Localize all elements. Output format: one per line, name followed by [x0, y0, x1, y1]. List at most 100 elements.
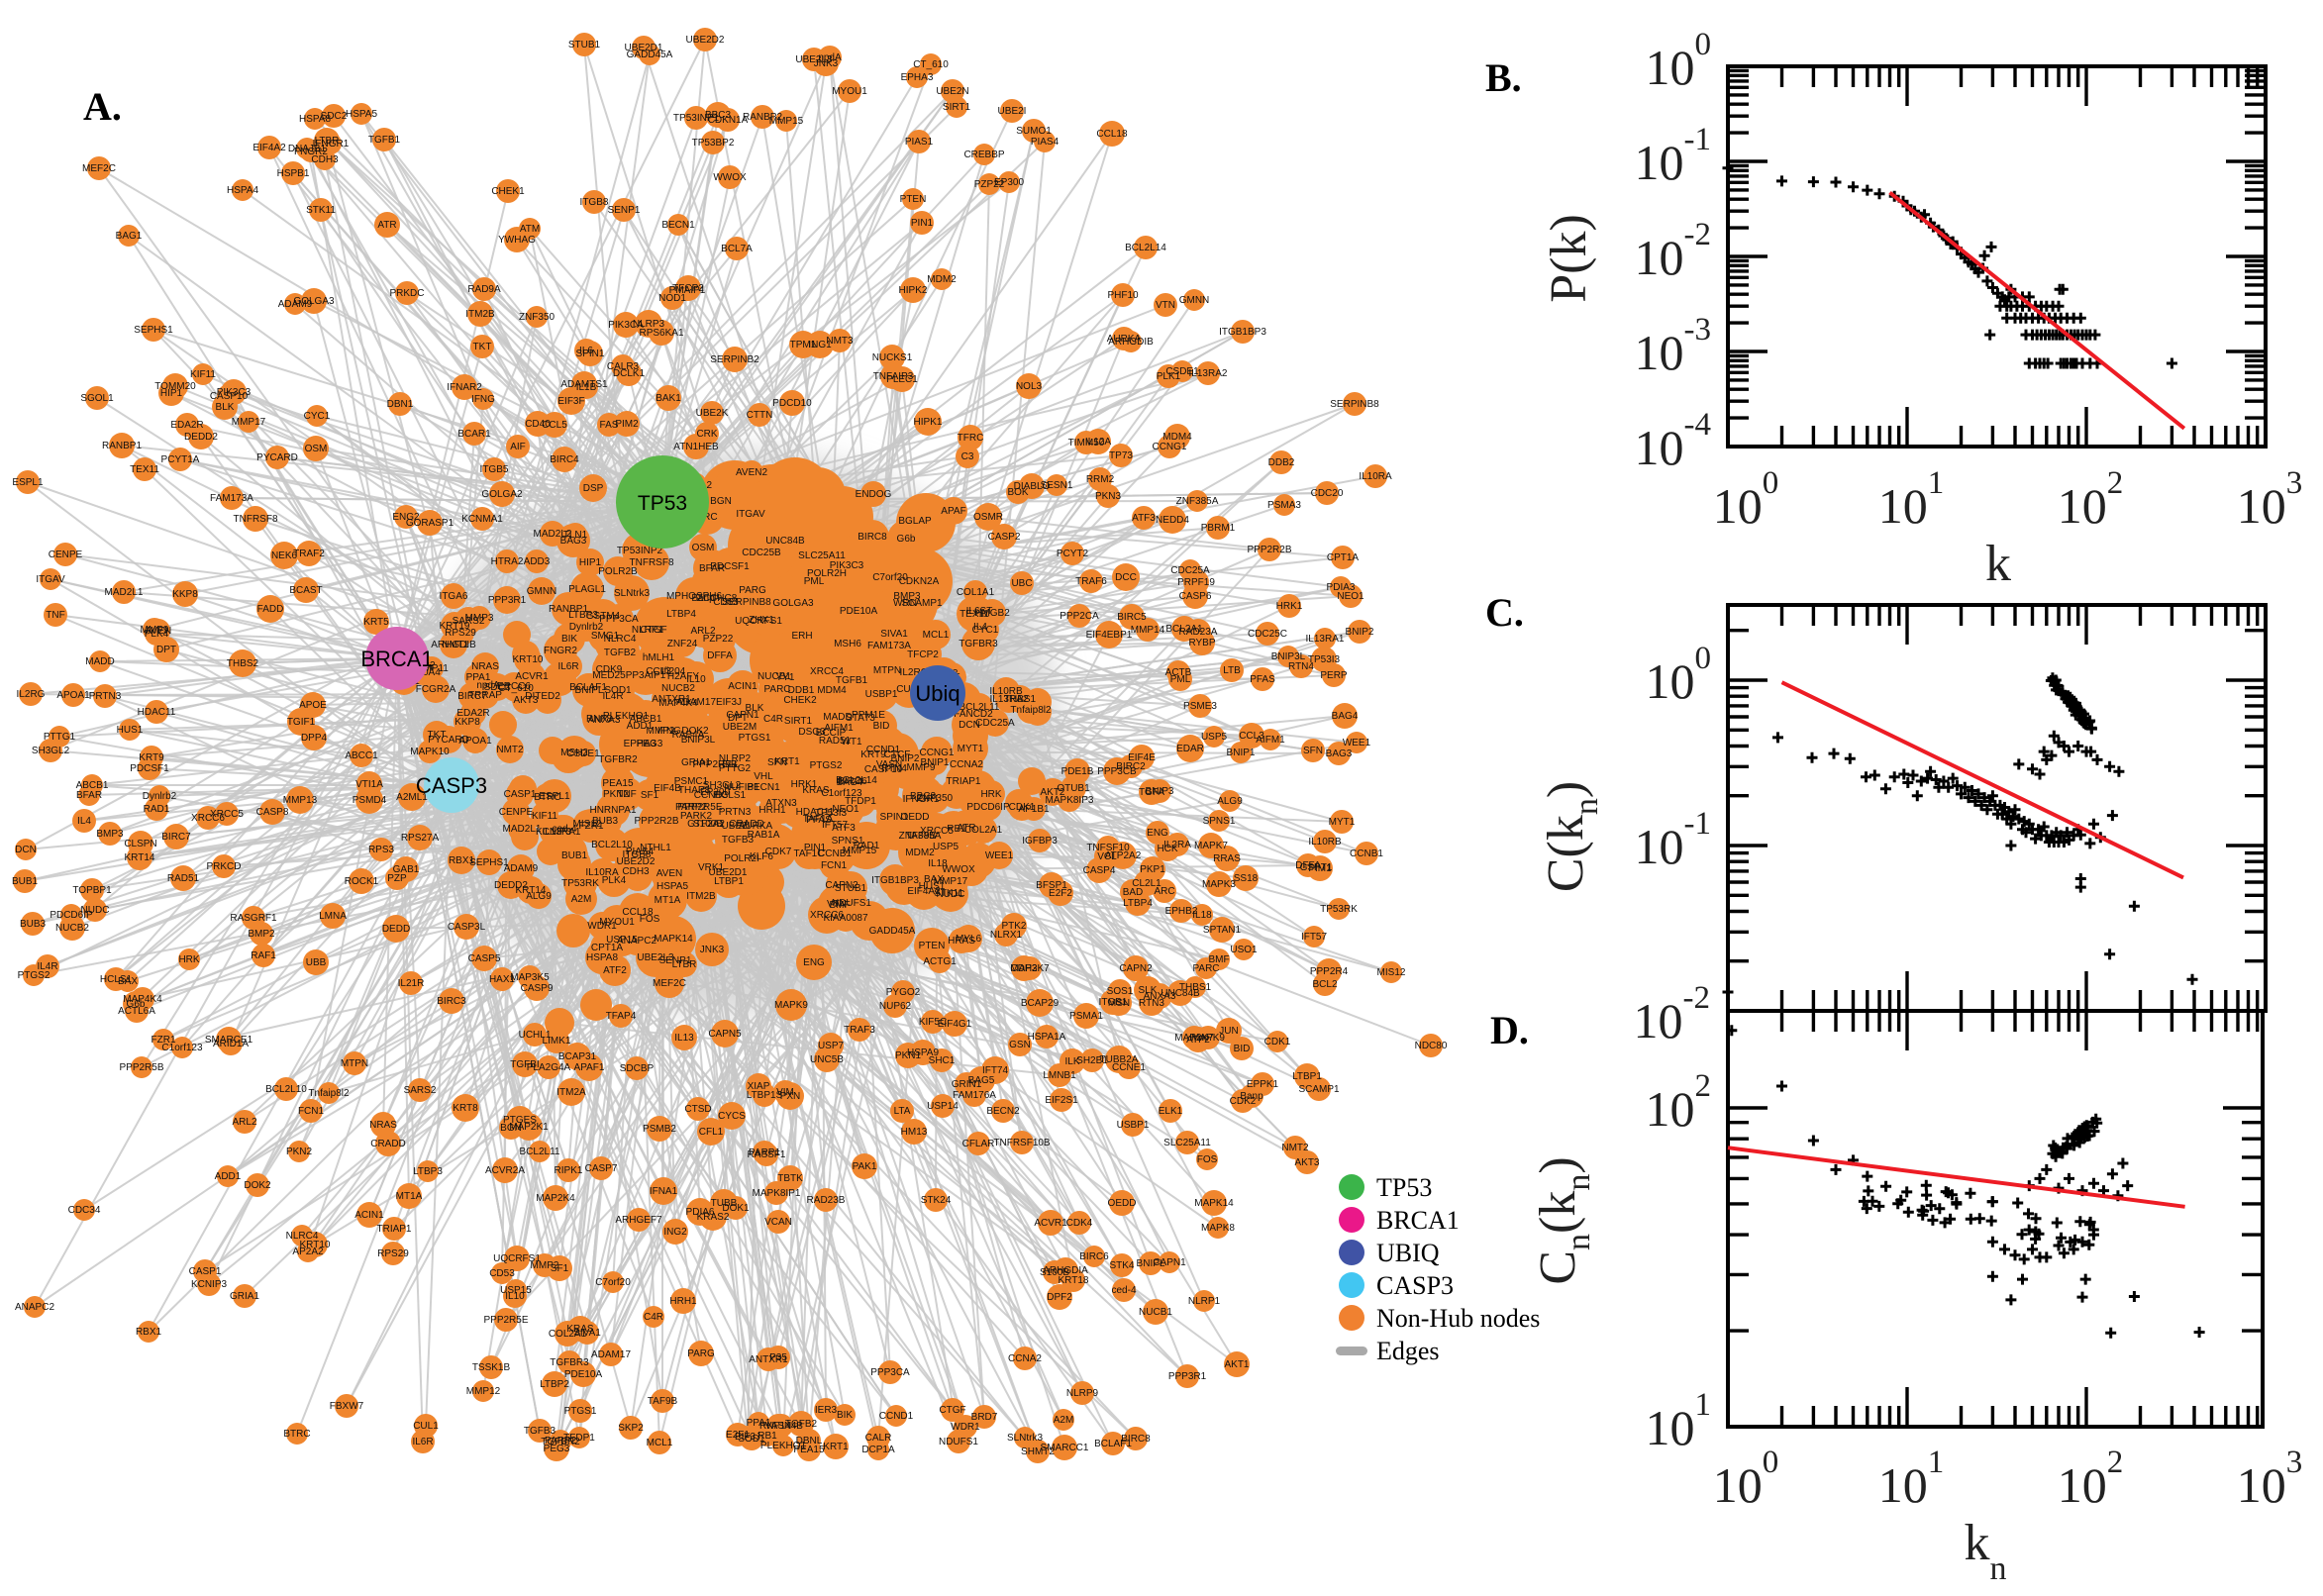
- svg-text:WWOX: WWOX: [942, 864, 975, 875]
- svg-text:POLR2H: POLR2H: [807, 568, 847, 579]
- svg-text:PPP3R1: PPP3R1: [488, 595, 527, 606]
- svg-text:TEX11: TEX11: [130, 464, 159, 475]
- svg-text:RASGRF1: RASGRF1: [230, 913, 277, 924]
- svg-text:NRAS: NRAS: [471, 661, 499, 672]
- svg-text:MMP12: MMP12: [466, 1386, 501, 1397]
- svg-text:EIF2S1: EIF2S1: [1045, 1095, 1078, 1106]
- svg-text:CAPN5: CAPN5: [708, 1029, 742, 1040]
- svg-text:PSMD4: PSMD4: [353, 795, 387, 806]
- svg-text:DITED2: DITED2: [525, 691, 560, 702]
- svg-text:NOL3: NOL3: [1016, 381, 1043, 392]
- svg-text:PDIA3: PDIA3: [1327, 582, 1356, 593]
- svg-text:ENDOG: ENDOG: [856, 489, 892, 500]
- svg-text:BRCA1: BRCA1: [1376, 1206, 1460, 1235]
- svg-text:RBX1: RBX1: [449, 855, 475, 866]
- svg-text:CDC25A: CDC25A: [1170, 565, 1210, 576]
- svg-text:IFT57: IFT57: [1301, 932, 1328, 943]
- svg-text:ELL: ELL: [722, 759, 740, 770]
- svg-text:NUP62: NUP62: [879, 1001, 912, 1012]
- svg-text:SLNtrk3: SLNtrk3: [1007, 1433, 1044, 1444]
- svg-text:IL10: IL10: [505, 1291, 525, 1302]
- svg-text:ZHX1: ZHX1: [749, 615, 774, 626]
- svg-text:KIAA0087: KIAA0087: [823, 913, 867, 924]
- svg-text:TNFRSF8: TNFRSF8: [234, 514, 278, 525]
- svg-text:DCN: DCN: [15, 845, 37, 855]
- svg-text:LTBP3: LTBP3: [413, 1166, 443, 1177]
- svg-text:TGFBR3: TGFBR3: [959, 639, 998, 649]
- svg-text:PTEN: PTEN: [900, 194, 927, 205]
- svg-text:STUB1: STUB1: [568, 40, 601, 50]
- svg-text:IL2RG: IL2RG: [17, 689, 46, 700]
- svg-text:DCLK1: DCLK1: [613, 368, 646, 379]
- svg-text:TFRC: TFRC: [958, 433, 984, 444]
- svg-text:RB1: RB1: [758, 1431, 777, 1442]
- svg-text:CFL1: CFL1: [699, 1127, 724, 1138]
- svg-text:APOA1: APOA1: [56, 690, 90, 701]
- svg-text:PHF10: PHF10: [1107, 290, 1139, 301]
- svg-text:DEDD: DEDD: [382, 924, 410, 935]
- svg-text:PLAGL1: PLAGL1: [568, 584, 606, 595]
- svg-text:TP53RK: TP53RK: [561, 878, 599, 889]
- svg-text:BIRC8: BIRC8: [1121, 1434, 1151, 1445]
- svg-text:FAM176A: FAM176A: [953, 1090, 996, 1101]
- svg-text:PFAS: PFAS: [1250, 674, 1275, 685]
- svg-text:TGFBI: TGFBI: [510, 1059, 539, 1070]
- svg-text:SFN: SFN: [1303, 746, 1323, 756]
- svg-text:EIF3F: EIF3F: [557, 396, 584, 407]
- svg-text:FNGR2: FNGR2: [544, 646, 577, 656]
- svg-text:PDE1B: PDE1B: [1061, 766, 1094, 777]
- svg-text:TP53INP1: TP53INP1: [673, 113, 720, 124]
- svg-text:RIPK1: RIPK1: [555, 1165, 583, 1176]
- svg-text:GRIA1: GRIA1: [681, 757, 711, 768]
- svg-text:SENP1: SENP1: [608, 205, 641, 216]
- svg-text:MAPK14: MAPK14: [654, 934, 693, 945]
- svg-text:BCAST: BCAST: [289, 585, 322, 596]
- svg-text:BIRC8: BIRC8: [858, 532, 887, 543]
- svg-text:PKN2: PKN2: [603, 789, 630, 800]
- svg-text:PDIA6: PDIA6: [686, 1207, 715, 1218]
- svg-text:UBC: UBC: [1011, 578, 1032, 589]
- svg-text:ADAM9: ADAM9: [504, 863, 539, 874]
- svg-text:BUB3: BUB3: [20, 919, 47, 930]
- svg-text:BID: BID: [1234, 1044, 1251, 1054]
- svg-text:SLC25A11: SLC25A11: [1163, 1138, 1211, 1148]
- svg-text:PKN2: PKN2: [286, 1147, 313, 1157]
- svg-text:MADD: MADD: [85, 656, 114, 667]
- svg-text:DNAJB1: DNAJB1: [288, 144, 327, 154]
- svg-text:SGOL1: SGOL1: [80, 393, 114, 404]
- svg-text:BIK: BIK: [561, 634, 577, 645]
- svg-text:TAF1C: TAF1C: [794, 848, 825, 859]
- svg-text:BMF: BMF: [1208, 954, 1229, 965]
- svg-text:FAS: FAS: [600, 420, 619, 431]
- svg-text:VHL: VHL: [754, 771, 773, 782]
- svg-text:IL6ST: IL6ST: [966, 606, 993, 617]
- svg-text:NLRX1: NLRX1: [990, 930, 1023, 941]
- svg-text:KCNMA1: KCNMA1: [461, 514, 503, 525]
- svg-text:ATF3: ATF3: [832, 823, 856, 834]
- svg-text:PTEN: PTEN: [919, 941, 946, 951]
- svg-text:DPT: DPT: [156, 645, 176, 655]
- svg-text:TRAF3: TRAF3: [844, 1025, 875, 1036]
- svg-text:NLRP9: NLRP9: [1066, 1388, 1099, 1399]
- svg-text:PPP2R2B: PPP2R2B: [634, 816, 678, 827]
- svg-text:IL10RA: IL10RA: [1359, 471, 1392, 482]
- svg-text:SPIN1: SPIN1: [576, 349, 605, 359]
- svg-text:TBTK: TBTK: [777, 1173, 803, 1184]
- svg-text:ENG: ENG: [803, 957, 825, 968]
- svg-text:CTGF: CTGF: [640, 625, 666, 636]
- svg-text:MSH6: MSH6: [834, 639, 861, 649]
- svg-text:MIS12: MIS12: [573, 819, 602, 830]
- svg-text:CCNG1: CCNG1: [1152, 442, 1186, 452]
- svg-text:ACIN1: ACIN1: [728, 681, 758, 692]
- svg-text:ITGAV: ITGAV: [736, 509, 765, 520]
- svg-text:HSPA9: HSPA9: [907, 1047, 939, 1058]
- svg-text:Ubiq: Ubiq: [915, 681, 960, 706]
- svg-text:MCL1: MCL1: [923, 630, 950, 641]
- svg-text:ING2: ING2: [663, 1227, 687, 1238]
- svg-text:TGFBR2: TGFBR2: [598, 754, 638, 765]
- svg-text:BNIP1: BNIP1: [1227, 748, 1256, 758]
- svg-text:CAPN1: CAPN1: [726, 710, 759, 721]
- svg-text:PKN3: PKN3: [1095, 491, 1122, 502]
- svg-text:GRIN1: GRIN1: [952, 1079, 982, 1090]
- svg-text:LMNA: LMNA: [319, 911, 347, 922]
